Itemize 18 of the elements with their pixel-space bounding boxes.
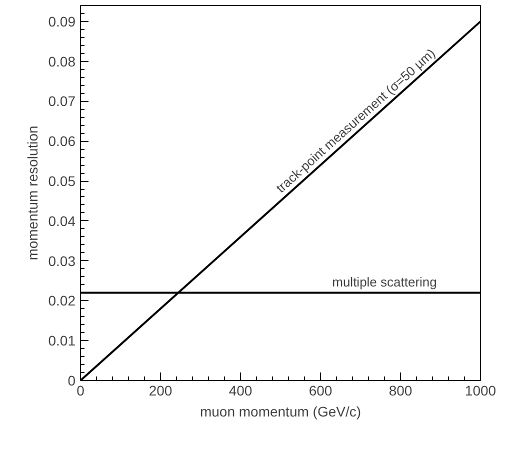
- x-tick-label: 400: [228, 382, 252, 398]
- y-tick-label: 0.09: [48, 13, 76, 30]
- y-tick-label: 0.03: [48, 252, 76, 269]
- x-tick-label: 800: [388, 382, 412, 398]
- y-axis-title: momentum resolution: [24, 126, 40, 260]
- y-tick-label: 0.01: [48, 332, 76, 349]
- annotation: multiple scattering: [332, 274, 437, 290]
- y-tick-label: 0.02: [48, 292, 76, 309]
- y-tick-label: 0: [68, 372, 76, 388]
- y-tick-label: 0.06: [48, 133, 76, 150]
- x-tick-label: 600: [308, 382, 332, 398]
- y-tick-label: 0.04: [48, 212, 76, 229]
- y-tick-label: 0.05: [48, 173, 76, 190]
- x-axis-title: muon momentum (GeV/c): [200, 404, 362, 420]
- y-tick-label: 0.07: [48, 93, 76, 110]
- x-tick-label: 1000: [464, 382, 496, 398]
- y-tick-label: 0.08: [48, 53, 76, 70]
- x-tick-label: 200: [148, 382, 172, 398]
